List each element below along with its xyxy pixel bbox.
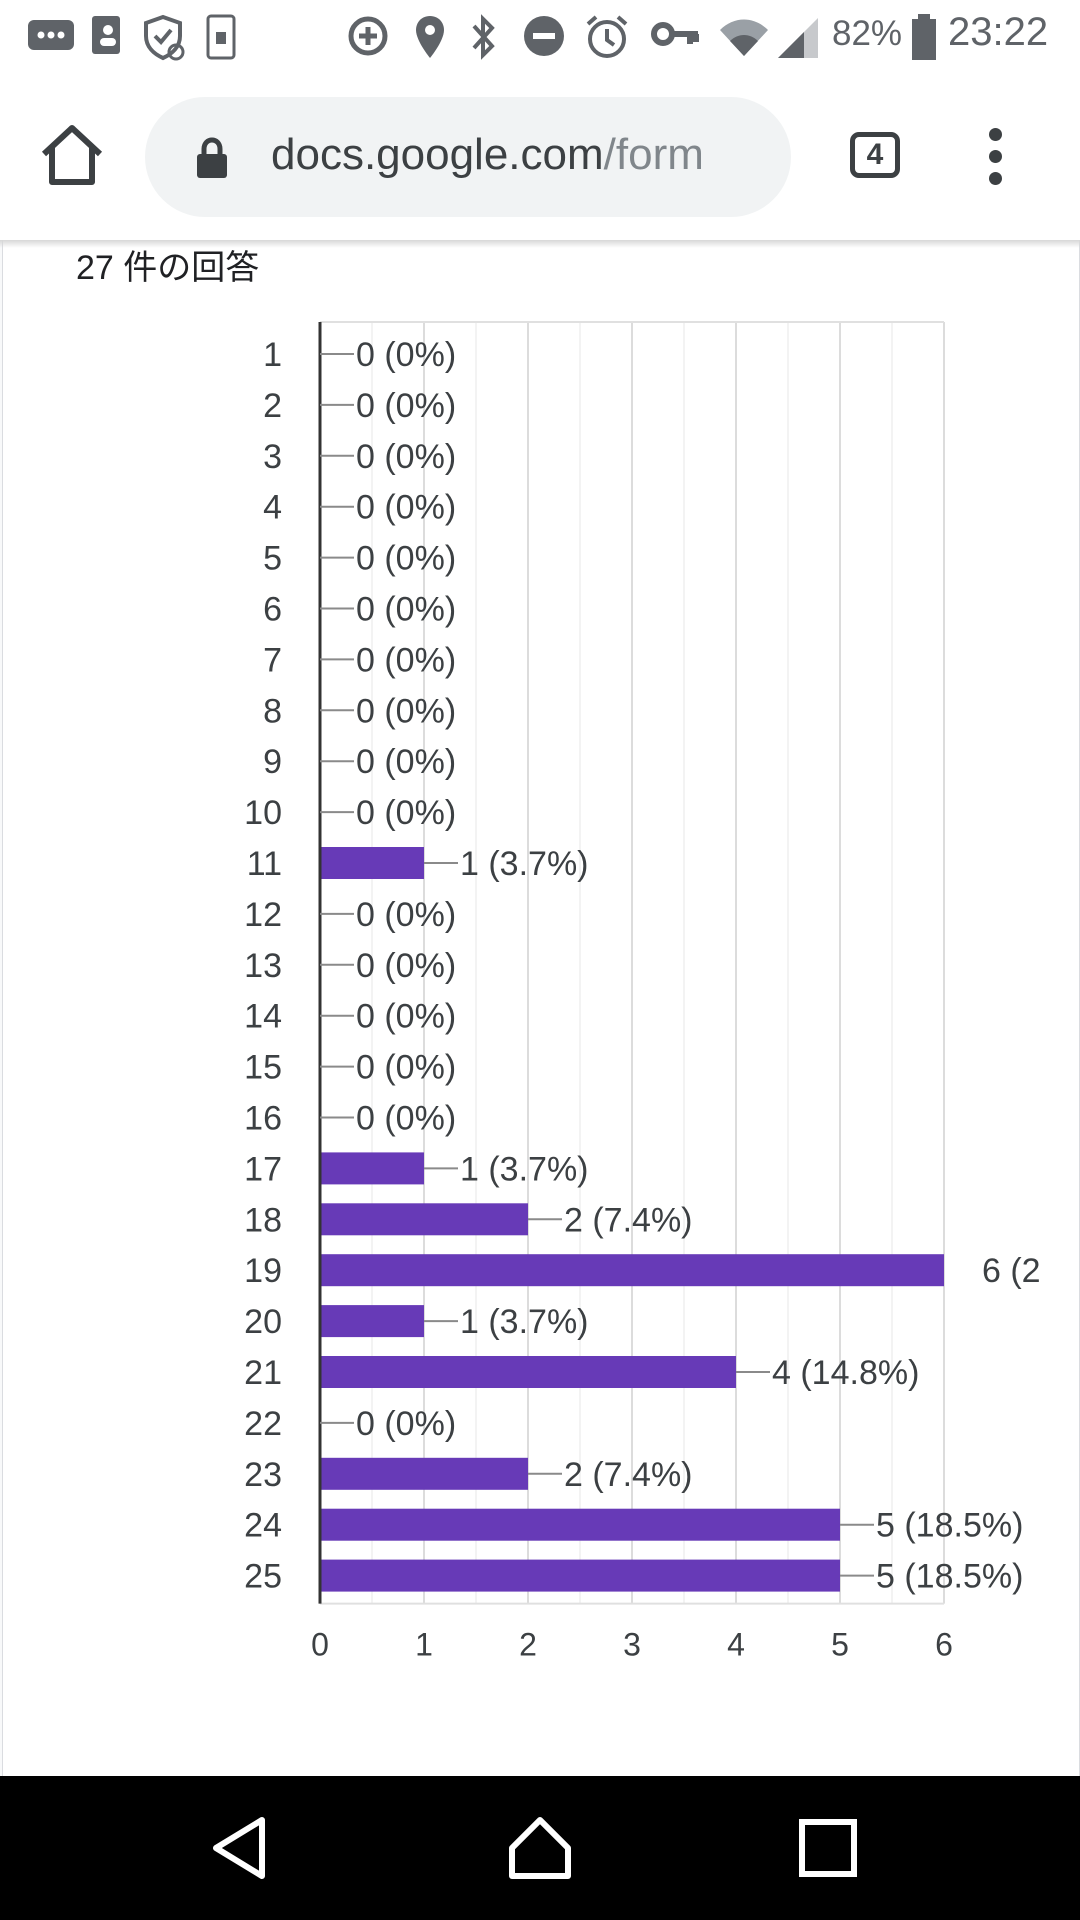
vpn-key-icon [651, 22, 699, 46]
data-label: 6 (2 [982, 1252, 1041, 1290]
category-label: 11 [247, 845, 282, 883]
url-path: /form [603, 130, 704, 179]
bar [320, 1457, 528, 1490]
category-label: 17 [244, 1150, 282, 1188]
do-not-disturb-icon [524, 16, 564, 56]
bar [320, 1356, 736, 1388]
data-label: 1 (3.7%) [460, 1303, 589, 1341]
x-tick-label: 5 [831, 1627, 849, 1663]
back-icon[interactable] [206, 1812, 278, 1884]
data-label: 1 (3.7%) [460, 1150, 589, 1188]
category-label: 7 [263, 641, 282, 679]
data-label: 1 (3.7%) [460, 845, 589, 883]
data-label: 2 (7.4%) [564, 1201, 693, 1239]
alarm-icon [586, 15, 628, 58]
wifi-icon [720, 19, 768, 56]
x-tick-label: 4 [727, 1627, 745, 1663]
data-label: 0 (0%) [356, 947, 456, 985]
category-label: 10 [244, 794, 282, 832]
data-label: 0 (0%) [356, 1405, 456, 1443]
android-nav-bar [0, 1776, 1080, 1920]
category-label: 19 [244, 1252, 282, 1290]
x-tick-label: 3 [623, 1627, 641, 1663]
category-label: 24 [244, 1507, 282, 1545]
browser-toolbar: docs.google.com/form 4 [0, 74, 1080, 240]
contacts-icon [92, 16, 120, 54]
shield-sync-icon [144, 14, 185, 61]
category-label: 2 [263, 387, 282, 425]
url-bar[interactable]: docs.google.com/form [145, 97, 791, 217]
bar [320, 1305, 424, 1338]
data-label: 0 (0%) [356, 591, 456, 629]
location-icon [416, 16, 444, 58]
category-label: 12 [244, 896, 282, 934]
data-label: 5 (18.5%) [876, 1558, 1023, 1596]
data-label: 0 (0%) [356, 1100, 456, 1138]
bar [320, 1508, 840, 1541]
bar [320, 1254, 944, 1287]
category-label: 15 [244, 1049, 282, 1087]
tab-switcher-button[interactable]: 4 [850, 132, 900, 178]
bar [320, 1203, 528, 1236]
data-label: 0 (0%) [356, 998, 456, 1036]
category-label: 9 [263, 743, 282, 781]
data-label: 0 (0%) [356, 489, 456, 527]
data-label: 0 (0%) [356, 336, 456, 374]
category-label: 8 [263, 692, 282, 730]
category-label: 16 [244, 1100, 282, 1138]
category-label: 22 [244, 1405, 282, 1443]
data-label: 0 (0%) [356, 641, 456, 679]
category-label: 18 [244, 1201, 282, 1239]
data-label: 0 (0%) [356, 692, 456, 730]
category-label: 4 [263, 489, 282, 527]
x-tick-label: 1 [415, 1627, 433, 1663]
bar [320, 847, 424, 879]
clock: 23:22 [948, 10, 1049, 54]
status-bar: 82% 23:22 [0, 0, 1080, 74]
url-text: docs.google.com/form [271, 130, 704, 180]
bar [320, 1152, 424, 1185]
home-icon[interactable] [36, 120, 108, 192]
category-label: 14 [244, 998, 282, 1036]
category-label: 3 [263, 438, 282, 476]
category-label: 23 [244, 1456, 282, 1494]
toolbar-shadow [0, 240, 1080, 248]
category-label: 25 [244, 1558, 282, 1596]
data-label: 2 (7.4%) [564, 1456, 693, 1494]
signal-icon [778, 18, 818, 58]
data-label: 0 (0%) [356, 896, 456, 934]
recents-icon[interactable] [792, 1812, 864, 1884]
message-icon [28, 20, 74, 50]
battery-percentage: 82% [832, 14, 903, 53]
data-label: 5 (18.5%) [876, 1507, 1023, 1545]
category-label: 20 [244, 1303, 282, 1341]
x-tick-label: 0 [311, 1627, 329, 1663]
more-menu-icon[interactable] [980, 128, 1012, 186]
data-label: 0 (0%) [356, 743, 456, 781]
bar-chart: 0 1 2 3 4 5 61 0 (0%)2 0 (0%)3 0 (0%)4 0 (0%)5 0 (0… [244, 321, 1041, 1663]
category-label: 6 [263, 591, 282, 629]
data-label: 0 (0%) [356, 794, 456, 832]
nfc-icon [206, 14, 236, 60]
lock-icon [197, 137, 227, 178]
data-label: 0 (0%) [356, 1049, 456, 1087]
x-tick-label: 2 [519, 1627, 537, 1663]
bar [320, 1559, 840, 1592]
response-count: 27 件の回答 [76, 249, 260, 287]
battery-icon [912, 14, 936, 60]
data-label: 4 (14.8%) [772, 1354, 919, 1392]
home-nav-icon[interactable] [504, 1812, 576, 1884]
category-label: 5 [263, 540, 282, 578]
data-label: 0 (0%) [356, 438, 456, 476]
data-saver-icon [348, 16, 388, 56]
x-tick-label: 6 [935, 1627, 953, 1663]
data-label: 0 (0%) [356, 540, 456, 578]
bluetooth-icon [472, 14, 495, 60]
data-label: 0 (0%) [356, 387, 456, 425]
category-label: 1 [263, 336, 282, 374]
url-host: docs.google.com [271, 130, 604, 179]
category-label: 13 [244, 947, 282, 985]
category-label: 21 [244, 1354, 282, 1392]
